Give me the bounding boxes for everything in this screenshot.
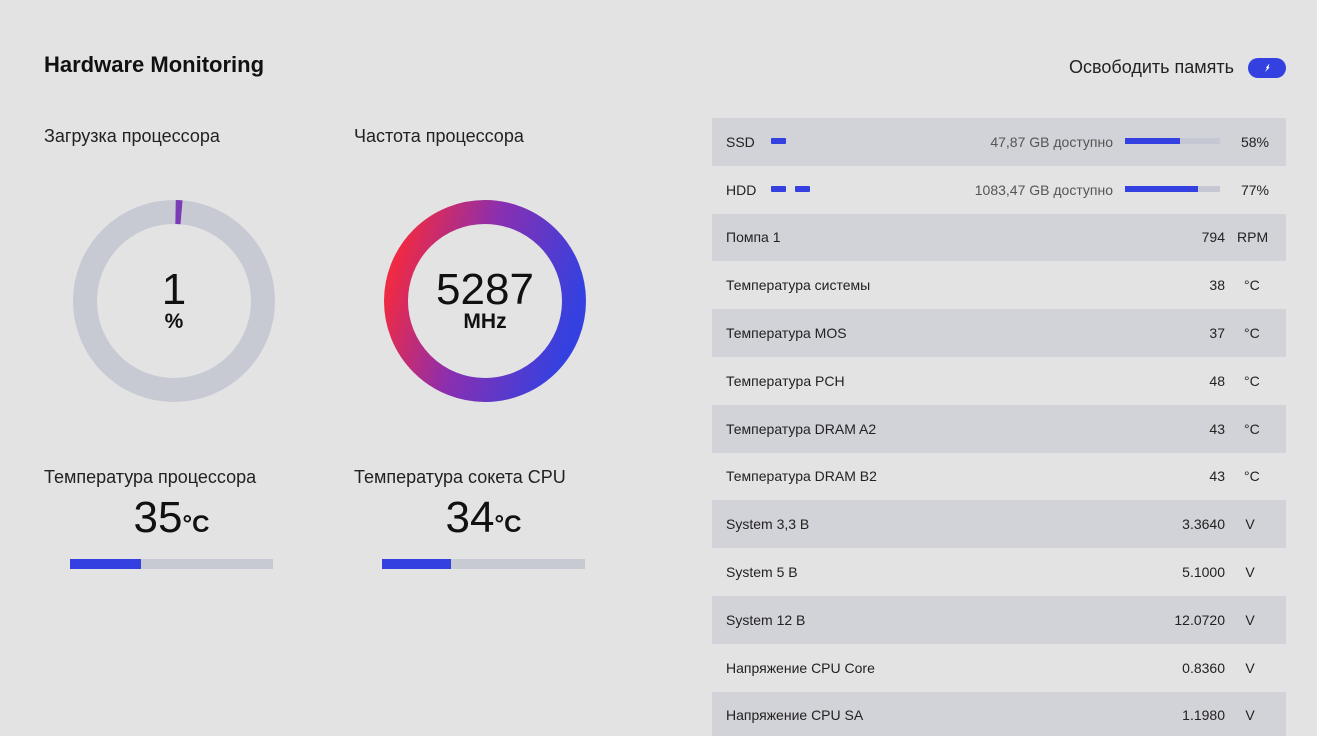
sensor-row: Темпepaтура PCH 48 °C [712, 357, 1286, 405]
socket-temp-bar [382, 559, 585, 569]
socket-temp-unit: °C [494, 511, 522, 538]
sensor-label: System 5 В [726, 564, 798, 581]
cpu-load-unit: % [164, 310, 184, 333]
disk-indicator [771, 185, 786, 192]
sensor-value: 12.0720 [1174, 611, 1225, 628]
disk-row-hdd: HDD 1083,47 GB доступно 77% [712, 166, 1286, 214]
sensor-label: System 12 В [726, 611, 806, 628]
disk-percent: 58% [1240, 133, 1269, 150]
sensor-unit: °C [1244, 420, 1260, 437]
cpu-temp-unit: °C [182, 511, 210, 538]
sensor-value: 3.3640 [1182, 516, 1225, 533]
disk-usage-bar [1125, 185, 1220, 192]
sensor-unit: V [1245, 564, 1255, 581]
disk-percent: 77% [1240, 181, 1269, 198]
sensor-row: Температура DRAM A2 43 °C [712, 404, 1286, 453]
cpu-temp-value: 35 [133, 493, 183, 542]
free-memory-label: Освободить память [1069, 57, 1234, 77]
sensor-label: Температура MOS [726, 325, 847, 342]
sensor-unit: V [1245, 659, 1255, 676]
sensor-row: System 12 В 12.0720 V [712, 595, 1286, 644]
sensor-value: 794 [1201, 229, 1225, 246]
socket-temp-value: 34 [445, 493, 495, 542]
cpu-temp-label: Температура процессора [44, 467, 257, 487]
sensor-label: Температура DRAM B2 [726, 468, 877, 485]
sensor-unit: °C [1244, 325, 1260, 342]
disk-usage-bar [1125, 138, 1220, 144]
cpu-freq-unit: MHz [463, 310, 507, 333]
sensor-row: Напряжение CPU SA 1.1980 V [712, 691, 1286, 736]
disk-label: SSD [726, 133, 755, 150]
sensor-value: 43 [1209, 468, 1225, 485]
cpu-load-ring [73, 200, 275, 402]
cpu-load-gauge: 1 % [73, 200, 275, 402]
sensor-unit: V [1245, 516, 1255, 533]
cpu-load-label: Загрузка процессора [44, 126, 220, 146]
sensor-value: 5.1000 [1182, 564, 1225, 581]
sensor-row: Температура системы 38 °C [712, 261, 1286, 309]
sensor-unit: °C [1244, 372, 1260, 389]
sensor-label: Темпepaтура PCH [726, 372, 845, 389]
socket-temp-readout: 34°C [382, 494, 585, 549]
sensor-value: 1.1980 [1182, 707, 1225, 724]
sensor-value: 43 [1209, 420, 1225, 437]
disk-row-ssd: SSD 47,87 GB доступно 58% [712, 118, 1286, 166]
disk-usage-fill [1125, 138, 1181, 144]
cpu-temp-bar [70, 559, 273, 569]
cpu-freq-label: Частота процессора [354, 126, 524, 146]
sensor-row: Напряжение CPU Core 0.8360 V [712, 644, 1286, 692]
sensor-row: Помпа 1 794 RPM [712, 213, 1286, 262]
socket-temp-bar-fill [382, 559, 452, 569]
cpu-load-arc [73, 200, 275, 402]
sensor-label: Температура DRAM A2 [726, 420, 877, 437]
free-memory-button[interactable] [1248, 57, 1286, 78]
disk-usage-fill [1125, 185, 1199, 192]
sensor-row: System 5 В 5.1000 V [712, 548, 1286, 596]
sensor-label: Помпа 1 [726, 229, 781, 246]
cpu-freq-value: 5287 [436, 265, 534, 314]
sensor-value: 38 [1209, 277, 1225, 294]
sensor-row: System 3,3 В 3.3640 V [712, 500, 1286, 549]
cpu-load-value: 1 [161, 265, 187, 314]
sensor-label: Напряжение CPU SA [726, 707, 864, 724]
sensor-label: System 3,3 В [726, 516, 810, 533]
sensor-unit: V [1245, 707, 1255, 724]
disk-indicator [795, 185, 810, 192]
disk-indicator [771, 138, 786, 144]
sensor-row: Температура MOS 37 °C [712, 309, 1286, 357]
sensor-value: 37 [1209, 325, 1225, 342]
sensor-unit: RPM [1237, 229, 1269, 246]
sensor-unit: V [1245, 611, 1255, 628]
sensor-value: 48 [1209, 372, 1225, 389]
free-memory-control: Освободить память [1069, 57, 1286, 78]
sensor-unit: °C [1244, 468, 1260, 485]
cpu-freq-gauge: 5287 MHz [384, 200, 586, 402]
cpu-temp-readout: 35°C [70, 494, 273, 549]
socket-temp-label: Температура сокета CPU [354, 467, 566, 487]
sensor-table: SSD 47,87 GB доступно 58% HDD 1083,47 GB… [712, 118, 1286, 736]
disk-label: HDD [726, 181, 757, 198]
disk-available: 47,87 GB доступно [990, 133, 1113, 150]
sensor-label: Температура системы [726, 277, 871, 294]
sensor-unit: °C [1244, 277, 1260, 294]
sensor-row: Температура DRAM B2 43 °C [712, 453, 1286, 501]
cpu-temp-bar-fill [70, 559, 142, 569]
disk-available: 1083,47 GB доступно [974, 181, 1113, 198]
sensor-label: Напряжение CPU Core [726, 659, 875, 676]
cpu-freq-ring [384, 200, 586, 402]
page-title: Hardware Monitoring [44, 52, 265, 77]
sensor-value: 0.8360 [1182, 659, 1225, 676]
rocket-icon [1265, 63, 1270, 72]
